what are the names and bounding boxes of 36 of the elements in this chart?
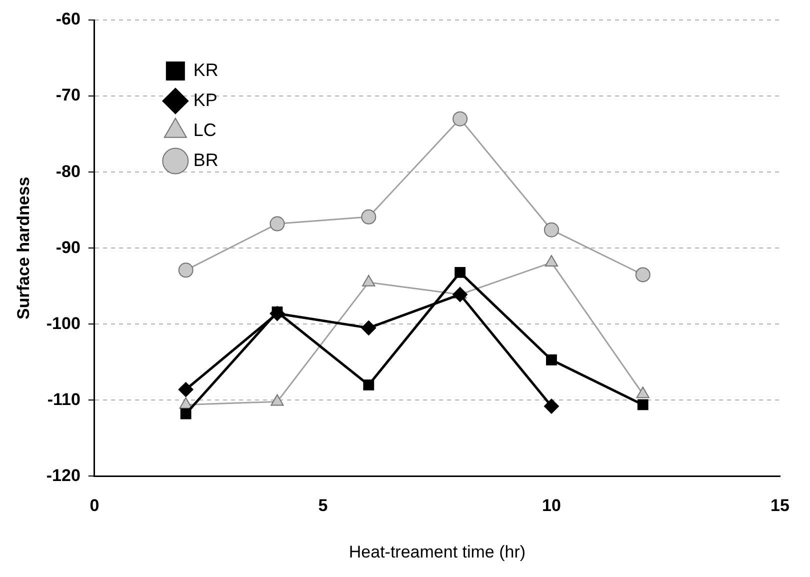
point [544, 398, 559, 414]
y-tick-label: -60 [56, 10, 80, 29]
legend-label: BR [193, 150, 218, 170]
x-tick-label: 5 [318, 496, 328, 516]
y-tick-label: -110 [47, 390, 80, 409]
legend-label: KR [193, 60, 218, 80]
point [361, 320, 376, 336]
point [636, 386, 650, 398]
point [635, 267, 650, 282]
x-tick-label: 10 [542, 496, 561, 516]
y-axis-title: Surface hardness [14, 176, 33, 320]
x-tick-label: 0 [90, 496, 100, 516]
legend-label: LC [193, 120, 216, 140]
y-tick-label: -100 [46, 314, 80, 333]
point [270, 216, 285, 232]
y-tick-label: -70 [56, 86, 80, 105]
point [546, 354, 557, 366]
point [179, 397, 192, 409]
point [363, 380, 374, 390]
x-tick-label: 15 [770, 496, 790, 516]
point [270, 394, 284, 406]
point [180, 408, 192, 420]
point [544, 255, 558, 267]
legend-label: KP [193, 90, 218, 110]
point [452, 111, 468, 126]
y-tick-label: -80 [56, 162, 80, 181]
point [637, 399, 648, 410]
y-tick-label: -90 [56, 238, 80, 257]
point [361, 209, 376, 224]
point [544, 222, 559, 238]
point [178, 382, 194, 398]
x-axis-title: Heat-treament time (hr) [348, 542, 526, 562]
y-tick-label: -120 [46, 466, 80, 485]
point [178, 262, 194, 278]
point [454, 266, 466, 278]
point [452, 286, 468, 302]
